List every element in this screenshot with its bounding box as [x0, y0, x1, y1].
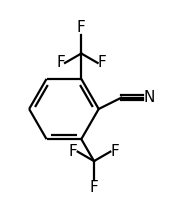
Text: F: F — [69, 144, 78, 159]
Text: F: F — [90, 180, 98, 195]
Text: F: F — [98, 55, 106, 70]
Text: N: N — [144, 90, 155, 105]
Text: F: F — [77, 20, 86, 35]
Text: F: F — [110, 144, 119, 159]
Text: F: F — [56, 55, 65, 70]
